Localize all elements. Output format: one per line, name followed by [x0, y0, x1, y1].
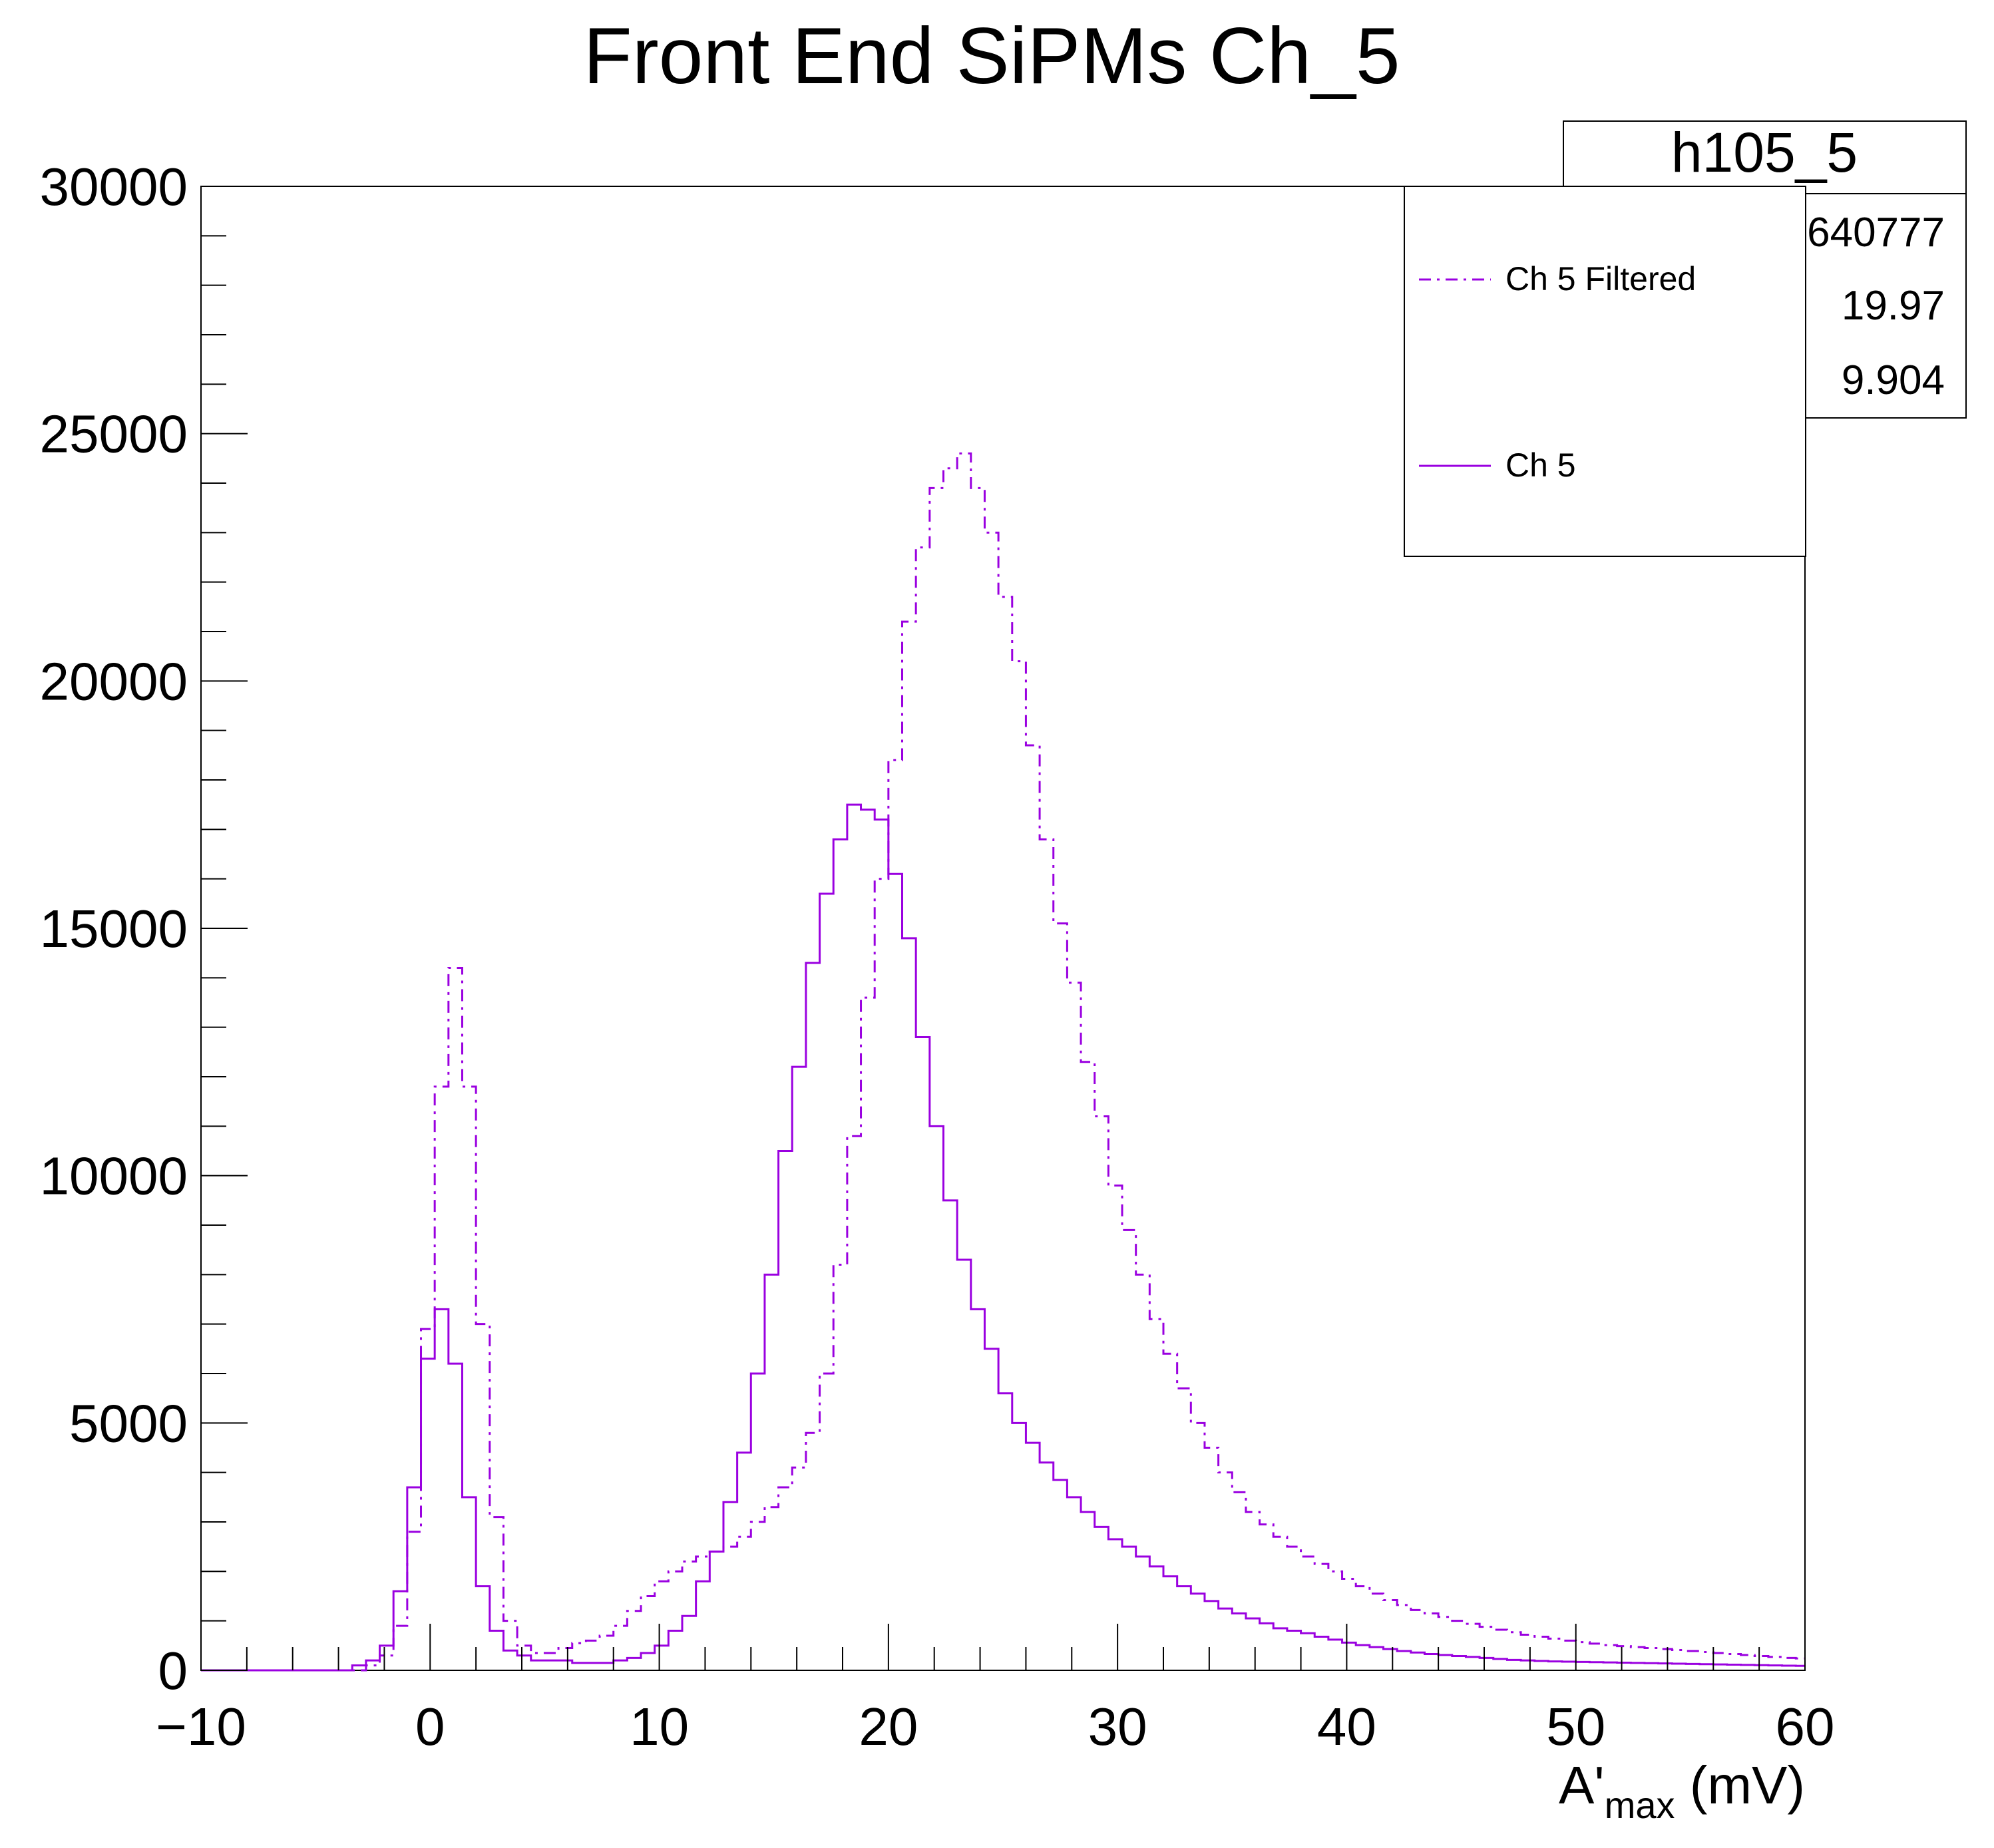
legend-label-filtered: Ch 5 Filtered — [1505, 260, 1696, 297]
x-tick-label: 20 — [859, 1697, 918, 1756]
histogram-series-ch5-filtered — [201, 452, 1805, 1672]
legend-frame — [1404, 186, 1806, 557]
stats-std-value: 9.904 — [1842, 357, 1945, 403]
x-tick-label: 60 — [1776, 1697, 1835, 1756]
x-tick-label: 40 — [1317, 1697, 1376, 1756]
x-tick-label: 0 — [415, 1697, 445, 1756]
x-tick-label: 10 — [630, 1697, 689, 1756]
y-tick-label: 5000 — [69, 1393, 188, 1453]
y-tick-label: 15000 — [40, 899, 188, 958]
legend: Ch 5 Filtered Ch 5 — [1404, 186, 1806, 557]
chart-title: Front End SiPMs Ch_5 — [583, 11, 1400, 100]
x-tick-label: 50 — [1546, 1697, 1605, 1756]
y-tick-label: 10000 — [40, 1147, 188, 1206]
y-tick-label: 20000 — [40, 651, 188, 711]
x-axis-label: A'max (mV) — [1559, 1756, 1805, 1826]
y-tick-label: 30000 — [40, 157, 188, 216]
axes-group: −10 0 10 20 30 40 50 60050001000015000200002500… — [40, 157, 1835, 1756]
y-tick-label: 0 — [158, 1641, 188, 1700]
legend-label-ch5: Ch 5 — [1505, 447, 1576, 484]
stats-box-title: h105_5 — [1671, 121, 1858, 184]
x-tick-label: −10 — [156, 1697, 246, 1756]
histogram-series-group — [201, 452, 1805, 1672]
x-tick-label: 30 — [1088, 1697, 1147, 1756]
stats-mean-value: 19.97 — [1842, 283, 1945, 329]
y-tick-label: 25000 — [40, 405, 188, 464]
stats-entries-value: 640777 — [1807, 210, 1945, 256]
histogram-series-ch5 — [201, 803, 1805, 1672]
